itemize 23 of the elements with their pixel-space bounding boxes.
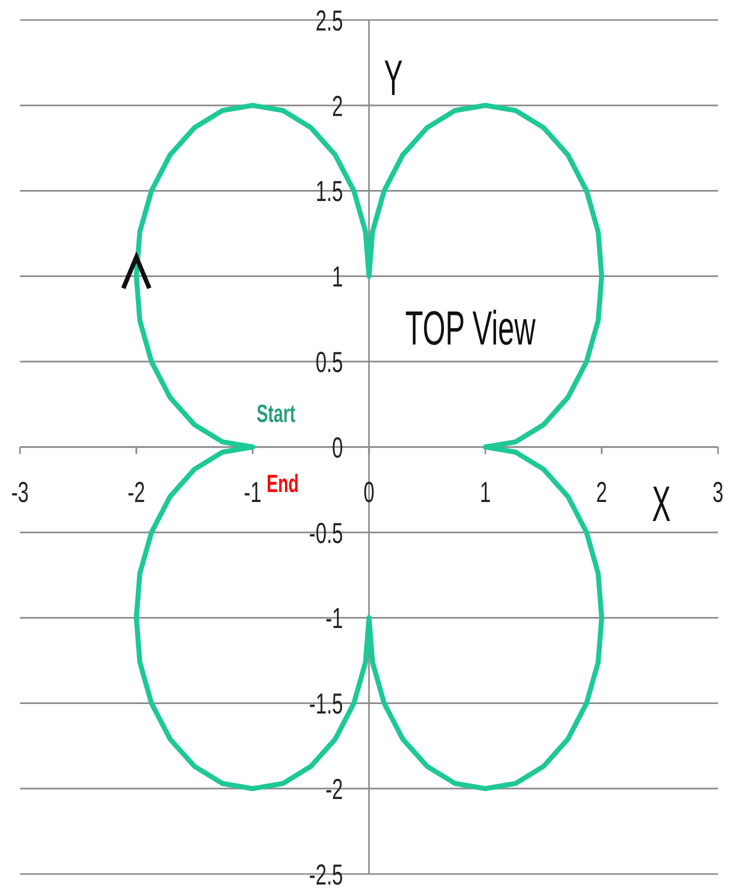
y-tick-label: -0.5 — [309, 518, 343, 550]
x-tick-label: 2 — [596, 477, 608, 510]
y-tick-label: 1 — [332, 262, 343, 294]
y-tick-label: -2 — [325, 774, 343, 806]
y-tick-label: 0 — [332, 432, 343, 464]
y-tick-label: -1.5 — [309, 689, 343, 721]
x-axis-title: X — [652, 475, 671, 532]
x-tick-label: -1 — [244, 477, 262, 510]
y-axis-title: Y — [384, 49, 403, 106]
y-tick-label: -1 — [325, 604, 343, 636]
x-tick-label: -2 — [128, 477, 146, 510]
x-tick-label: -3 — [11, 477, 29, 510]
y-tick-label: 0.5 — [316, 347, 343, 380]
x-tick-label: 3 — [712, 477, 724, 510]
annotation: End — [266, 470, 299, 498]
annotation: Start — [256, 400, 296, 428]
y-tick-label: 2.5 — [316, 6, 343, 38]
x-tick-label: 0 — [364, 477, 374, 510]
x-tick-label: 1 — [480, 477, 491, 510]
y-tick-label: -2.5 — [309, 860, 343, 892]
text: TOP View — [405, 302, 536, 356]
y-tick-label: 1.5 — [316, 176, 343, 208]
y-tick-label: 2 — [332, 91, 343, 123]
